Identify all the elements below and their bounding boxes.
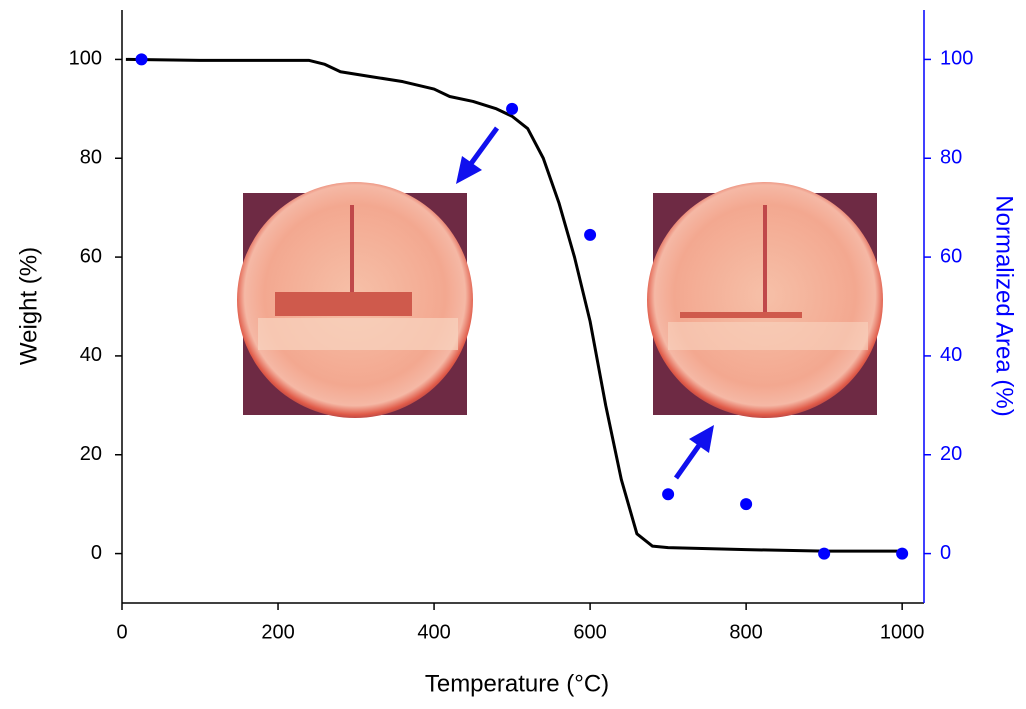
area-point (584, 228, 597, 241)
y2-tick-label: 80 (940, 147, 962, 169)
x-tick-label: 1000 (880, 621, 925, 643)
area-point (818, 547, 831, 560)
x-axis-label: Temperature (°C) (425, 670, 609, 697)
x-tick-label: 600 (573, 621, 606, 643)
photo-left (237, 182, 473, 418)
y2-tick-label: 40 (940, 344, 962, 366)
y2-tick-label: 0 (940, 542, 951, 564)
y-tick-label: 0 (91, 542, 102, 564)
area-point (135, 53, 148, 66)
x-tick-label: 400 (417, 621, 450, 643)
y2-tick-label: 100 (940, 48, 973, 70)
y-tick-label: 20 (80, 443, 102, 465)
area-point (662, 488, 675, 501)
y2-axis-label: Normalized Area (%) (991, 195, 1018, 416)
y2-tick-label: 20 (940, 443, 962, 465)
y2-tick-label: 60 (940, 245, 962, 267)
photo-right (647, 182, 883, 418)
area-point (896, 547, 909, 560)
x-tick-label: 200 (261, 621, 294, 643)
y-tick-label: 40 (80, 344, 102, 366)
arrows (456, 126, 714, 480)
area-point (506, 102, 519, 115)
x-tick-label: 800 (729, 621, 762, 643)
weight-line (125, 57, 903, 553)
y-tick-label: 100 (69, 48, 102, 70)
y-tick-label: 60 (80, 245, 102, 267)
y-tick-label: 80 (80, 147, 102, 169)
x-tick-label: 0 (116, 621, 127, 643)
area-point (740, 498, 753, 511)
y-axis-label: Weight (%) (15, 247, 42, 365)
